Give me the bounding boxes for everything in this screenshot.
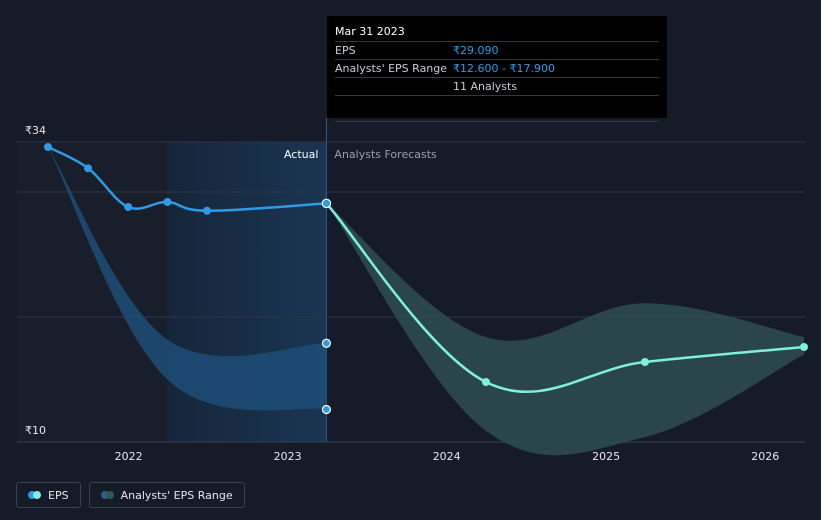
y-label-bottom: ₹10 <box>25 424 46 437</box>
forecast-eps-line <box>325 202 806 393</box>
x-tick-label: 2023 <box>274 450 302 463</box>
tooltip-row-range: Analysts' EPS Range ₹12.600 - ₹17.900 <box>335 59 659 77</box>
tooltip-row-eps: EPS ₹29.090 <box>335 41 659 59</box>
past-region-shade <box>17 142 168 442</box>
actual-eps-point <box>203 206 212 215</box>
actual-eps-point <box>124 203 133 211</box>
tooltip: Mar 31 2023 EPS ₹29.090 Analysts' EPS Ra… <box>327 16 667 122</box>
range-swatch-icon <box>100 491 115 499</box>
actual-eps-point <box>321 198 332 209</box>
tooltip-analysts-label <box>335 78 453 95</box>
swatch-dot-forecast <box>33 491 41 499</box>
swatch-dot-actual-range <box>100 491 109 499</box>
tooltip-analysts-count: 11 Analysts <box>453 80 518 93</box>
actual-eps-point <box>44 143 52 151</box>
tooltip-eps-value: ₹29.090 <box>453 44 499 57</box>
legend-eps-label: EPS <box>48 488 69 502</box>
forecast-section-label: Analysts Forecasts <box>334 148 437 161</box>
tooltip-eps-label: EPS <box>335 44 356 57</box>
range-band-layer <box>48 147 804 456</box>
actual-eps-point <box>84 164 93 173</box>
legend: EPS Analysts' EPS Range <box>16 482 245 508</box>
x-tick-label: 2025 <box>592 450 620 463</box>
range-endpoint-point <box>321 404 332 415</box>
legend-item-range[interactable]: Analysts' EPS Range <box>88 482 245 508</box>
tooltip-row-analysts: 11 Analysts <box>335 77 659 95</box>
actual-section-label: Actual <box>284 148 318 161</box>
forecast-eps-point <box>640 358 649 366</box>
forecast-eps-point <box>481 378 490 386</box>
tooltip-range-label: Analysts' EPS Range <box>335 62 448 75</box>
eps-swatch-icon <box>28 491 42 499</box>
tooltip-date: Mar 31 2023 <box>335 25 405 38</box>
x-tick-label: 2024 <box>433 450 461 463</box>
x-tick-label: 2022 <box>115 450 143 463</box>
legend-range-label: Analysts' EPS Range <box>120 488 233 502</box>
actual-range-band <box>48 147 327 411</box>
swatch-dot-forecast-range <box>105 491 114 499</box>
axis-label-layer: ₹34 ₹10 Actual Analysts Forecasts 2022 2023 20… <box>25 124 779 463</box>
x-tick-label: 2026 <box>751 450 779 463</box>
data-point-layer <box>44 143 808 415</box>
range-endpoint-point <box>321 338 332 348</box>
y-label-top: ₹34 <box>25 124 46 137</box>
tooltip-row-spacer <box>335 95 659 122</box>
tooltip-range-value: ₹12.600 - ₹17.900 <box>453 62 555 75</box>
forecast-range-band <box>326 203 804 456</box>
swatch-dot-actual <box>28 491 36 499</box>
actual-eps-point <box>163 198 172 206</box>
forecast-eps-point <box>800 343 808 351</box>
legend-item-eps[interactable]: EPS <box>16 482 81 508</box>
